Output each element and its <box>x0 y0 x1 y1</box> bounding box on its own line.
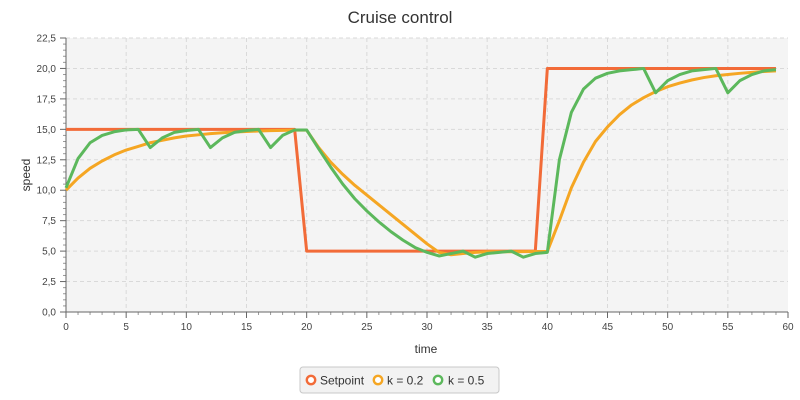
series-line-k-0-5 <box>64 66 777 259</box>
y-tick-label: 15,0 <box>37 125 57 136</box>
legend-label: k = 0.5 <box>448 374 485 388</box>
x-tick-label: 50 <box>662 322 674 333</box>
axes: 0 5 10 15 20 25 30 35 40 45 50 55 60 0,0 2,5 5,0 7,5 10,0… <box>37 34 794 334</box>
x-tick-label: 35 <box>482 322 494 333</box>
legend-marker <box>305 374 317 386</box>
legend: Setpoint k = 0.2 k = 0.5 <box>299 366 500 394</box>
y-tick-label: 0,0 <box>42 308 56 319</box>
y-tick-label: 7,5 <box>42 216 56 227</box>
legend-frame <box>299 366 500 394</box>
y-tick-label: 2,5 <box>42 277 56 288</box>
x-axis-label: time <box>415 342 438 356</box>
y-tick-label: 20,0 <box>37 64 57 75</box>
x-tick-label: 5 <box>123 322 129 333</box>
y-tick-label: 5,0 <box>42 247 56 258</box>
series-lines <box>64 66 777 259</box>
x-tick-label: 25 <box>361 322 373 333</box>
y-tick-label: 10,0 <box>37 186 57 197</box>
x-tick-label: 55 <box>722 322 734 333</box>
y-tick-label: 17,5 <box>37 94 57 105</box>
legend-label: k = 0.2 <box>387 374 424 388</box>
x-tick-label: 45 <box>602 322 614 333</box>
legend-marker <box>432 374 444 386</box>
y-tick-label: 22,5 <box>37 34 57 45</box>
y-axis-label: speed <box>19 159 33 192</box>
legend-label: Setpoint <box>320 374 365 388</box>
x-tick-label: 0 <box>63 322 69 333</box>
x-tick-label: 20 <box>301 322 313 333</box>
chart-title: Cruise control <box>348 8 453 27</box>
x-tick-label: 60 <box>782 322 794 333</box>
legend-marker <box>372 374 384 386</box>
x-tick-label: 30 <box>421 322 433 333</box>
x-tick-label: 40 <box>542 322 554 333</box>
x-tick-label: 15 <box>241 322 253 333</box>
y-tick-label: 12,5 <box>37 155 57 166</box>
x-tick-label: 10 <box>181 322 193 333</box>
